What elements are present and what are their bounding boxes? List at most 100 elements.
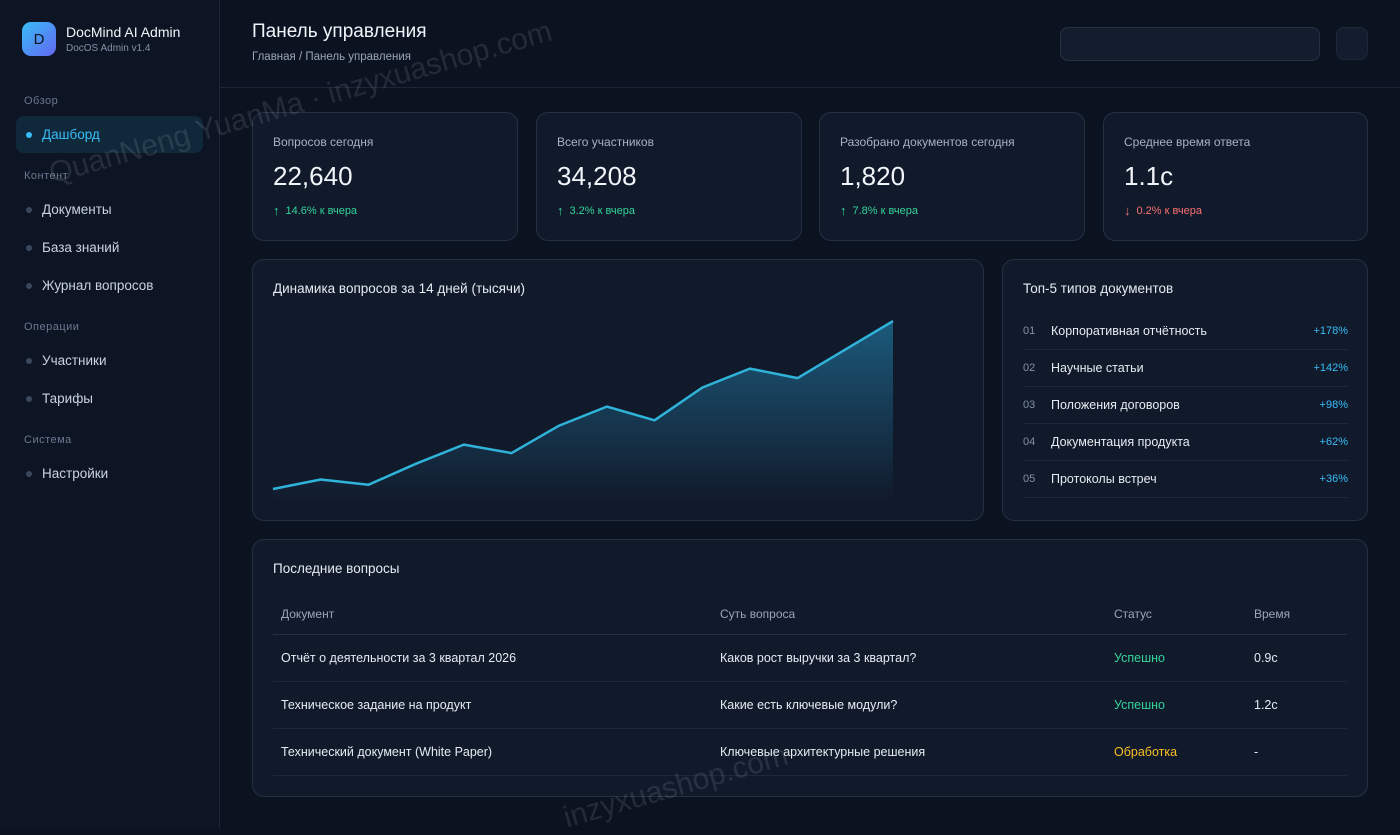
stat-label: Среднее время ответа [1124, 135, 1251, 149]
sidebar-item-plans[interactable]: Тарифы [16, 380, 203, 417]
sidebar-item-settings[interactable]: Настройки [16, 455, 203, 492]
stat-label: Разобрано документов сегодня [840, 135, 1015, 149]
column-header-time[interactable]: Время [1254, 606, 1291, 621]
recent-questions-title: Последние вопросы [273, 561, 400, 576]
arrow-down-icon: ↓ [1124, 203, 1131, 218]
top-types-title: Топ-5 типов документов [1023, 281, 1174, 296]
rank-number: 03 [1023, 399, 1036, 411]
chart-point[interactable] [699, 385, 705, 391]
rank-number: 02 [1023, 362, 1036, 374]
dot-icon [26, 395, 32, 402]
rank-number: 05 [1023, 473, 1036, 485]
stat-card-response-time: Среднее время ответа 1.1c ↓ 0.2% к вчера [1103, 112, 1368, 241]
chart-point[interactable] [842, 347, 848, 353]
type-name: Научные статьи [1051, 361, 1144, 375]
sidebar-item-question-log[interactable]: Журнал вопросов [16, 267, 203, 304]
cell-time: 1.2с [1254, 698, 1278, 712]
chart-point[interactable] [413, 461, 419, 467]
cell-document: Отчёт о деятельности за 3 квартал 2026 [281, 651, 517, 665]
sidebar-item-label: База знаний [42, 240, 120, 255]
search-input[interactable] [1060, 27, 1320, 61]
type-growth: +62% [1319, 436, 1348, 448]
column-header-document[interactable]: Документ [281, 606, 335, 621]
chart-point[interactable] [795, 375, 801, 381]
type-growth: +36% [1319, 473, 1348, 485]
stat-value: 22,640 [273, 161, 353, 191]
list-item[interactable]: 02 Научные статьи +142% [1023, 350, 1348, 387]
arrow-up-icon: ↑ [840, 203, 847, 218]
list-item[interactable]: 04 Документация продукта +62% [1023, 424, 1348, 461]
sidebar-item-label: Участники [42, 353, 107, 368]
nav-section-operations: Операции [24, 321, 80, 333]
chart-point[interactable] [461, 442, 467, 448]
chart-point[interactable] [318, 476, 324, 482]
chart-point[interactable] [270, 486, 276, 492]
chart-point[interactable] [747, 366, 753, 372]
chart-point[interactable] [365, 482, 371, 488]
dot-icon [26, 282, 32, 289]
stat-delta-text: 3.2% к вчера [569, 204, 635, 217]
sidebar-item-label: Настройки [42, 466, 109, 481]
cell-time: 0.9с [1254, 651, 1278, 665]
stat-delta-text: 14.6% к вчера [285, 204, 358, 217]
type-name: Положения договоров [1051, 398, 1180, 412]
stat-delta: ↑ 3.2% к вчера [557, 203, 635, 218]
dot-icon [26, 131, 32, 138]
sidebar-item-label: Документы [42, 202, 112, 217]
table-row[interactable]: Технический документ (White Paper) Ключе… [273, 729, 1347, 776]
stat-card-documents: Разобрано документов сегодня 1,820 ↑ 7.8… [819, 112, 1085, 241]
top-types-list: 01 Корпоративная отчётность +178% 02 Нау… [1023, 313, 1348, 498]
sidebar: D DocMind AI Admin DocOS Admin v1.4 Обзо… [0, 0, 220, 829]
chart-point[interactable] [556, 423, 562, 429]
stat-delta: ↑ 7.8% к вчера [840, 203, 918, 218]
list-item[interactable]: 03 Положения договоров +98% [1023, 387, 1348, 424]
chart-point[interactable] [890, 318, 896, 324]
stat-delta-text: 7.8% к вчера [852, 204, 918, 217]
chart-point[interactable] [508, 450, 514, 456]
list-item[interactable]: 01 Корпоративная отчётность +178% [1023, 313, 1348, 350]
breadcrumb[interactable]: Главная / Панель управления [252, 51, 412, 63]
chart-area-fill [273, 321, 893, 501]
arrow-up-icon: ↑ [273, 203, 280, 218]
type-name: Корпоративная отчётность [1051, 324, 1207, 338]
type-name: Документация продукта [1051, 435, 1190, 449]
table-row[interactable]: Техническое задание на продукт Какие ест… [273, 682, 1347, 729]
topbar: Панель управления Главная / Панель управ… [220, 0, 1400, 88]
chart-title: Динамика вопросов за 14 дней (тысячи) [273, 281, 525, 296]
type-growth: +98% [1319, 399, 1348, 411]
column-header-status[interactable]: Статус [1114, 606, 1152, 621]
column-header-question[interactable]: Суть вопроса [720, 606, 796, 621]
stat-card-questions: Вопросов сегодня 22,640 ↑ 14.6% к вчера [252, 112, 518, 241]
main-content: Панель управления Главная / Панель управ… [220, 0, 1400, 829]
cell-document: Технический документ (White Paper) [281, 745, 493, 759]
dot-icon [26, 470, 32, 477]
top-types-card: Топ-5 типов документов 01 Корпоративная … [1002, 259, 1368, 521]
sidebar-item-documents[interactable]: Документы [16, 191, 203, 228]
brand-version: DocOS Admin v1.4 [66, 43, 151, 54]
stat-value: 34,208 [557, 161, 637, 191]
sidebar-item-dashboard[interactable]: Дашборд [16, 116, 203, 153]
chart-point[interactable] [604, 404, 610, 410]
status-badge: Успешно [1114, 698, 1165, 712]
dot-icon [26, 357, 32, 364]
line-chart [270, 318, 896, 501]
recent-questions-card: Последние вопросы Документ Суть вопроса … [252, 539, 1368, 797]
list-item[interactable]: 05 Протоколы встреч +36% [1023, 461, 1348, 498]
stat-card-members: Всего участников 34,208 ↑ 3.2% к вчера [536, 112, 802, 241]
brand-logo: D [22, 22, 56, 56]
cell-time: - [1254, 745, 1259, 759]
sidebar-item-label: Журнал вопросов [42, 278, 154, 293]
header-action-button[interactable] [1336, 27, 1368, 60]
stat-delta-text: 0.2% к вчера [1136, 204, 1202, 217]
brand-name: DocMind AI Admin [66, 24, 181, 40]
type-growth: +142% [1313, 362, 1348, 374]
table-row[interactable]: Отчёт о деятельности за 3 квартал 2026 К… [273, 635, 1347, 682]
cell-document: Техническое задание на продукт [281, 698, 472, 712]
sidebar-item-members[interactable]: Участники [16, 342, 203, 379]
stat-value: 1.1c [1124, 161, 1174, 191]
chart-point[interactable] [652, 417, 658, 423]
brand[interactable]: D DocMind AI Admin DocOS Admin v1.4 [22, 22, 180, 56]
sidebar-item-knowledge-base[interactable]: База знаний [16, 229, 203, 266]
type-growth: +178% [1313, 325, 1348, 337]
